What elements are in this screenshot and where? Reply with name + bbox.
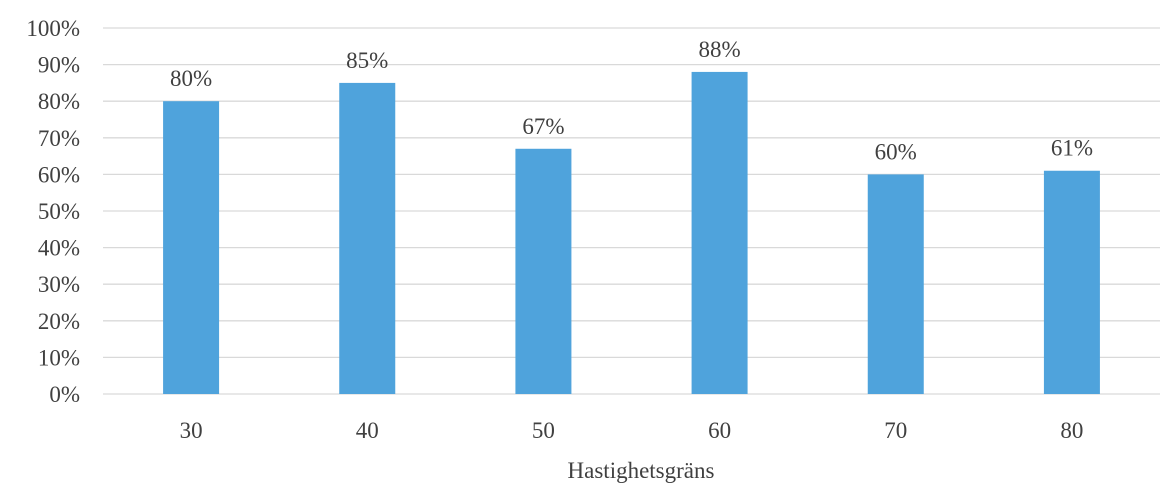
x-tick-label: 30	[180, 418, 203, 443]
y-tick-label: 90%	[38, 53, 80, 78]
bar-40	[339, 82, 396, 395]
bars	[163, 71, 1100, 395]
x-tick-label: 50	[532, 418, 555, 443]
y-tick-label: 20%	[38, 309, 80, 334]
y-tick-label: 70%	[38, 126, 80, 151]
data-label: 67%	[522, 114, 564, 139]
data-label: 85%	[346, 48, 388, 73]
bar-50	[515, 148, 572, 394]
y-tick-label: 0%	[49, 382, 80, 407]
data-label: 88%	[698, 37, 740, 62]
data-label: 80%	[170, 66, 212, 91]
y-tick-label: 100%	[26, 16, 80, 41]
bar-60	[691, 71, 748, 395]
gridlines	[103, 27, 1160, 395]
bar-70	[867, 174, 924, 394]
data-label: 60%	[875, 139, 917, 164]
y-tick-label: 50%	[38, 199, 80, 224]
y-tick-label: 80%	[38, 89, 80, 114]
bar-80	[1043, 170, 1100, 394]
x-tick-label: 60	[708, 418, 731, 443]
x-axis-ticks: 30 40 50 60 70 80	[180, 418, 1084, 443]
y-axis-ticks: 0% 10% 20% 30% 40% 50% 60% 70% 80% 90% 100%	[26, 16, 80, 407]
x-tick-label: 40	[356, 418, 379, 443]
x-axis-title: Hastighetsgräns	[568, 458, 715, 483]
y-tick-label: 60%	[38, 162, 80, 187]
y-tick-label: 10%	[38, 345, 80, 370]
y-tick-label: 30%	[38, 272, 80, 297]
data-labels: 80% 85% 67% 88% 60% 61%	[170, 37, 1093, 164]
data-label: 61%	[1051, 136, 1093, 161]
x-tick-label: 70	[884, 418, 907, 443]
y-tick-label: 40%	[38, 236, 80, 261]
bar-30	[163, 101, 220, 394]
x-tick-label: 80	[1060, 418, 1083, 443]
